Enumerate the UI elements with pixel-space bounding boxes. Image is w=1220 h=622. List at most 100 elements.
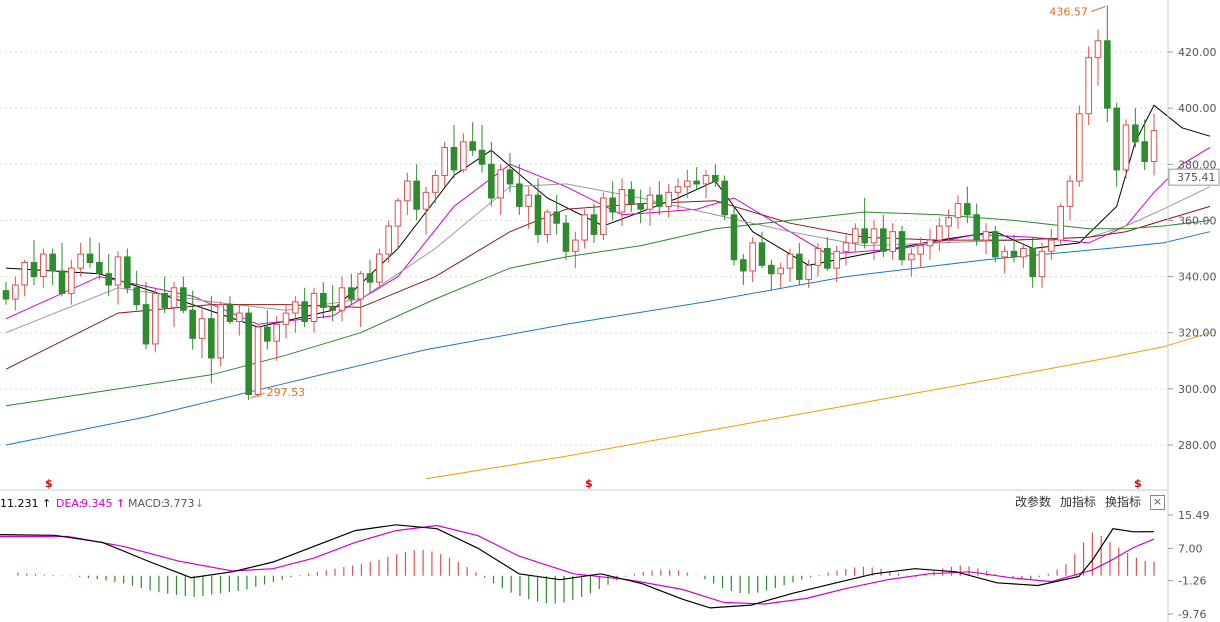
candle [992, 226, 999, 263]
candle [469, 122, 476, 156]
candle [58, 242, 66, 297]
candle-body [870, 228, 878, 244]
ma-line-7 [425, 332, 1211, 480]
candle-body [684, 180, 691, 188]
dea-label: DEA: [56, 497, 82, 510]
candle-body [450, 146, 458, 171]
candle-body [1141, 141, 1148, 162]
candle [590, 203, 598, 243]
candle-body [142, 304, 150, 345]
price-annotations: 436.57 297.53 375.41 $ $ $ [45, 5, 1220, 490]
candle [1122, 119, 1130, 179]
switch-indicator-button[interactable]: 换指标 [1105, 494, 1141, 509]
candle [254, 324, 262, 398]
candle [637, 189, 644, 224]
candle [236, 304, 243, 336]
candle [1113, 102, 1120, 187]
candle [609, 181, 616, 221]
candle-body [749, 242, 756, 272]
candle-body [469, 141, 476, 151]
candlesticks [2, 5, 1158, 401]
price-tick-label: 280.00 [1178, 439, 1217, 452]
macd-tick-label: 7.00 [1178, 542, 1203, 555]
candle-body [665, 191, 672, 207]
candle-body [1076, 113, 1083, 182]
candle-body [777, 267, 784, 275]
candle-body [646, 194, 654, 210]
candle [982, 223, 990, 255]
candle-body [628, 189, 635, 205]
candle-body [1122, 124, 1130, 171]
candle-body [133, 287, 140, 306]
candle-body [273, 323, 280, 342]
add-indicator-button[interactable]: 加指标 [1060, 494, 1096, 509]
candle [656, 181, 663, 215]
candle [12, 276, 19, 311]
candle [889, 223, 896, 260]
candle-body [105, 273, 112, 286]
candle-body [590, 214, 598, 235]
candle [758, 231, 766, 269]
candle [1010, 234, 1018, 263]
dividend-marker: $ [1134, 477, 1142, 490]
candle-body [264, 326, 271, 342]
candle-body [656, 194, 663, 207]
candle-body [917, 245, 924, 255]
candle-body [1150, 130, 1158, 162]
candle-body [1029, 248, 1036, 278]
ma-line-6 [5, 231, 1211, 446]
candle [1076, 105, 1083, 187]
candle [693, 167, 700, 190]
params-button[interactable]: 改参数 [1015, 494, 1051, 509]
indicator-toolbar: 改参数 加指标 换指标 [1015, 494, 1141, 509]
candle-body [721, 180, 728, 216]
candle-body [208, 318, 215, 359]
candle-body [441, 146, 448, 177]
candle [450, 124, 458, 179]
candle-body [852, 228, 859, 244]
candle [1132, 108, 1139, 148]
candle-body [422, 191, 430, 210]
candle-body [385, 225, 392, 255]
candle [40, 248, 47, 288]
high-price-label: 436.57 [1049, 5, 1088, 18]
candle-body [1020, 248, 1027, 258]
candle-body [292, 301, 299, 314]
candle-body [1048, 239, 1055, 252]
candle [68, 259, 75, 305]
price-tick-label: 320.00 [1178, 327, 1217, 340]
candle-body [310, 292, 318, 322]
candle-body [170, 287, 178, 308]
candle [945, 209, 952, 243]
candle-body [1085, 57, 1092, 115]
candle-body [1038, 250, 1046, 278]
candle-body [758, 242, 766, 266]
candle [665, 183, 672, 218]
candle-body [189, 309, 196, 339]
candle [628, 181, 635, 213]
candle [964, 186, 971, 224]
candle-body [898, 231, 906, 261]
dividend-marker: $ [585, 477, 593, 490]
candle [413, 164, 420, 221]
candle-body [833, 250, 840, 269]
dif-line [0, 524, 1155, 609]
candle [208, 296, 215, 384]
candle [422, 186, 430, 235]
candle-body [478, 149, 486, 165]
candle-body [49, 253, 56, 272]
candle-body [320, 292, 327, 308]
high-arrow [1091, 6, 1106, 12]
candle [926, 228, 934, 260]
candle-body [1001, 250, 1008, 258]
candle-body [376, 253, 383, 283]
candle [86, 237, 94, 269]
candle-body [805, 264, 812, 280]
candle-body [236, 312, 243, 322]
candle [460, 133, 467, 173]
close-panel-button[interactable]: × [1150, 495, 1165, 510]
candle [152, 287, 159, 353]
candle-body [40, 253, 47, 278]
candle-body [702, 175, 710, 185]
